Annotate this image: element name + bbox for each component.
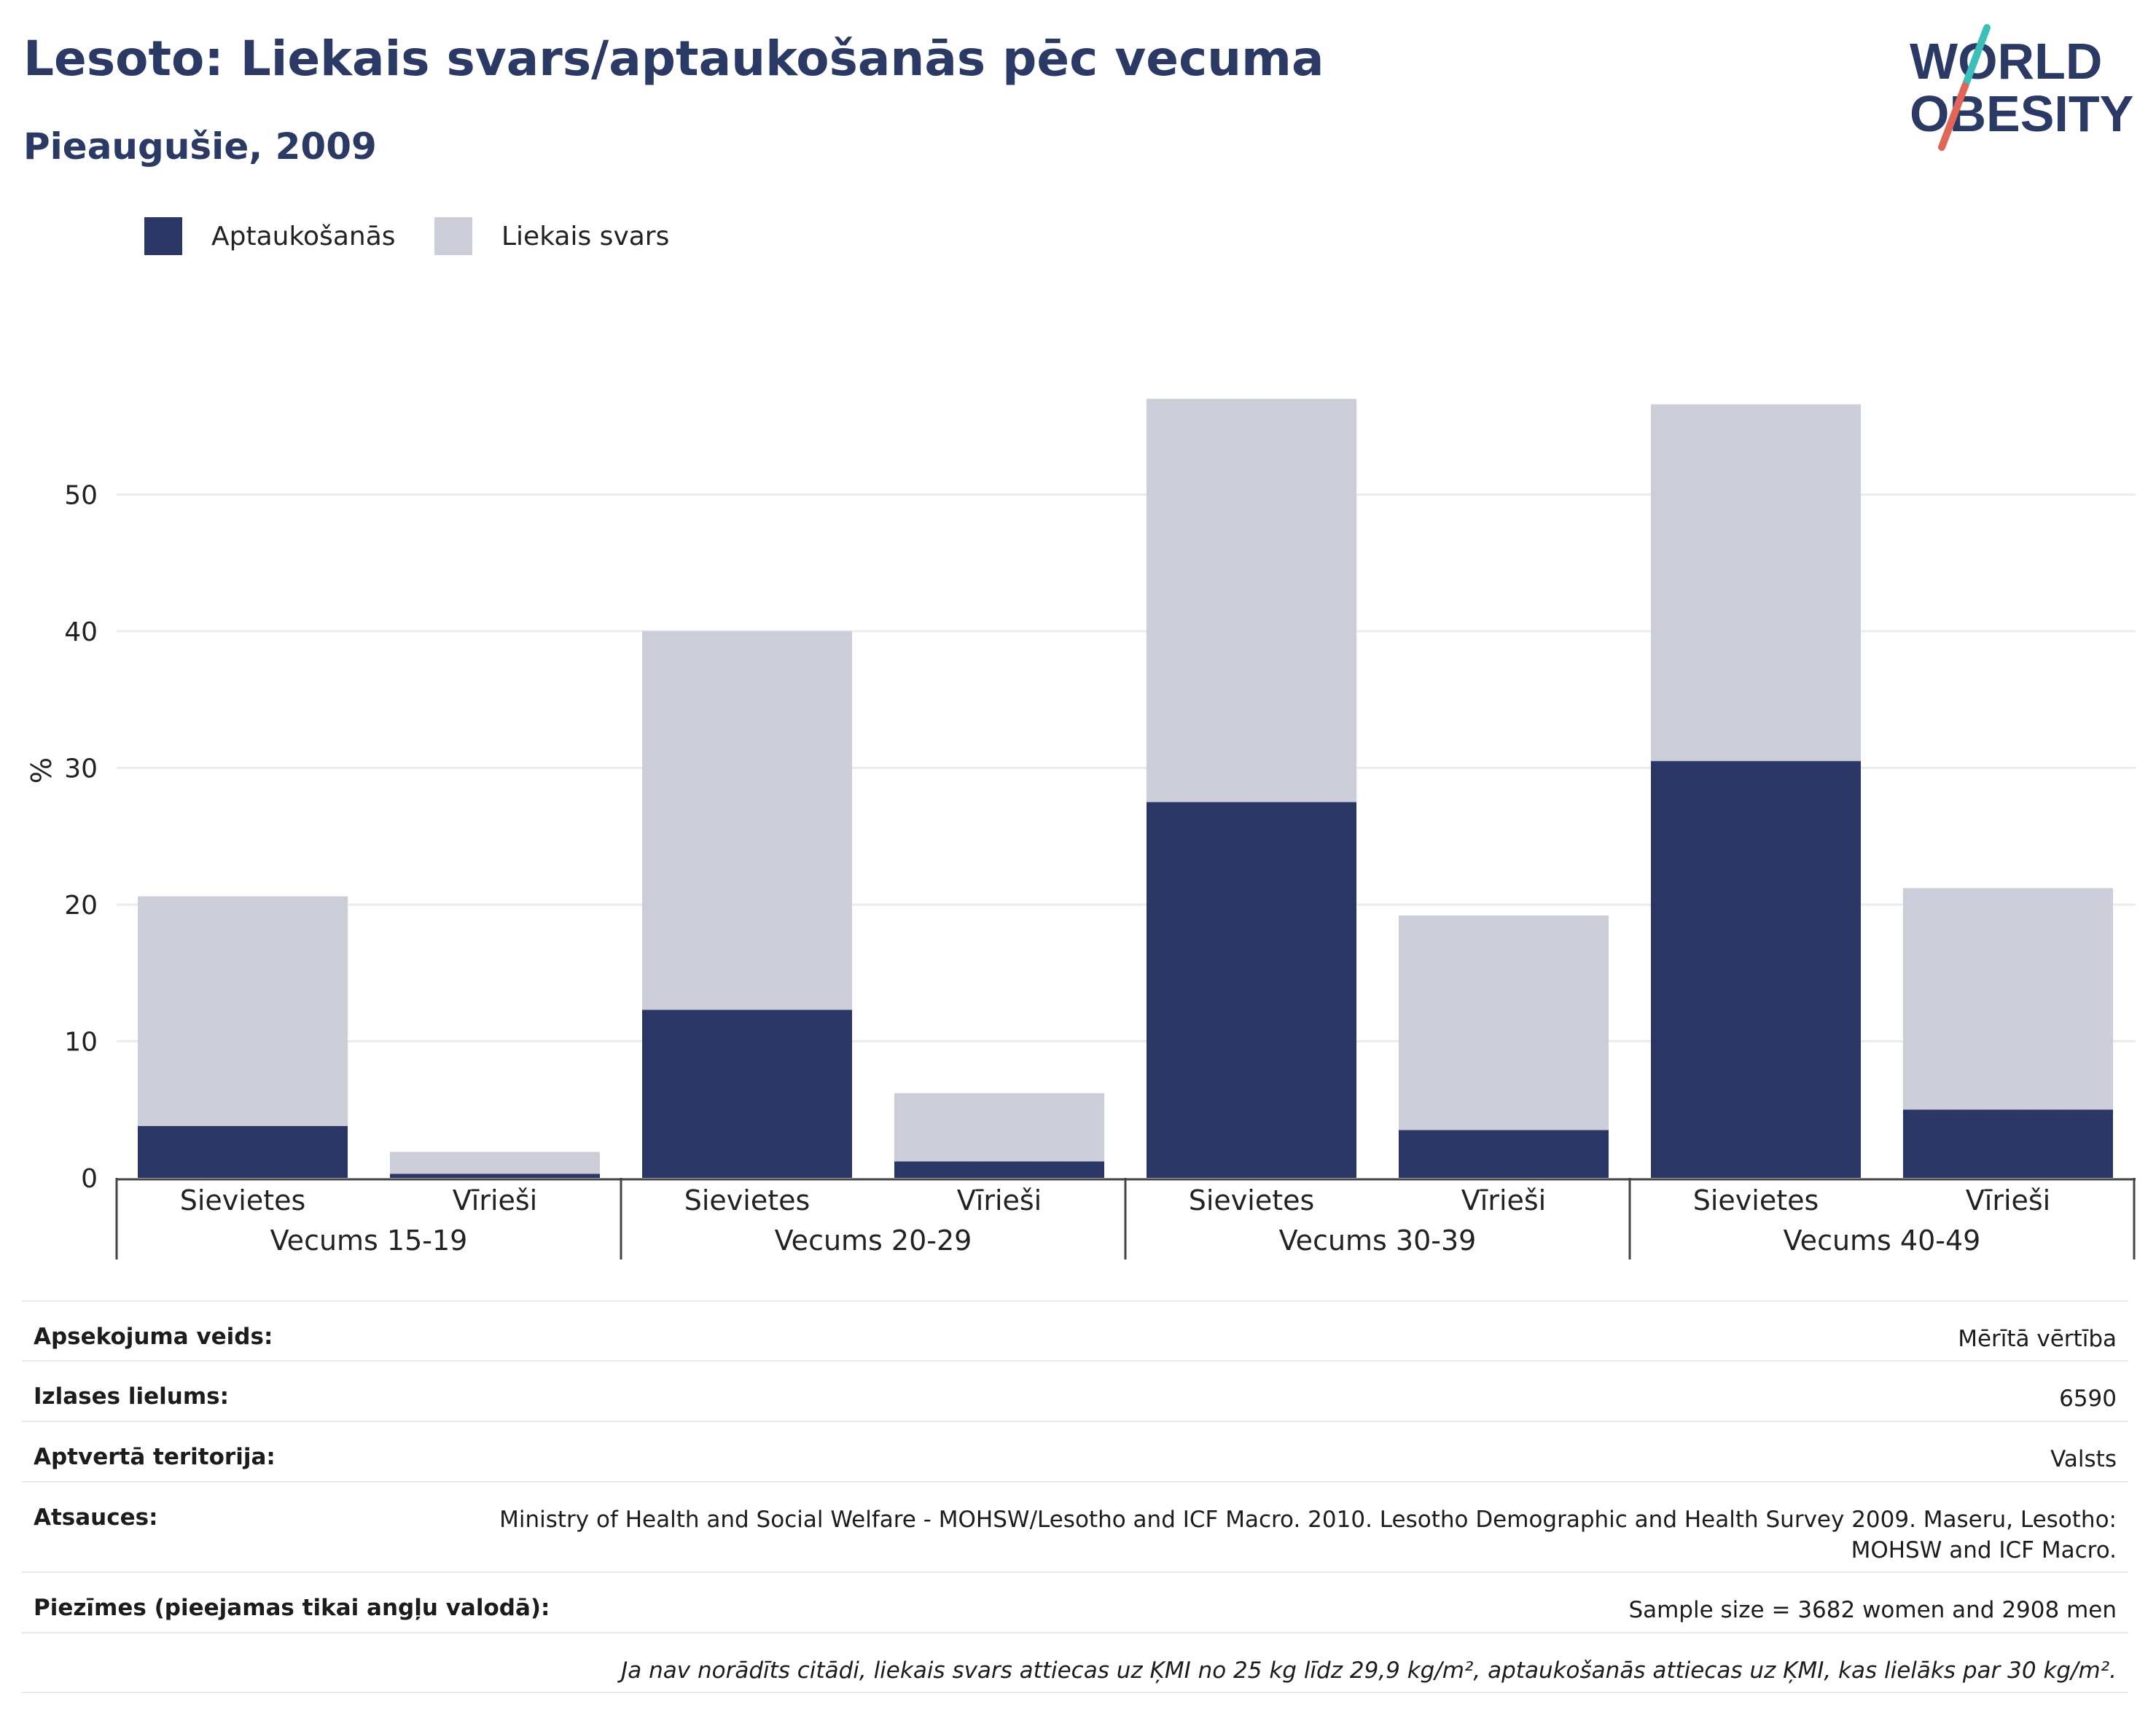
legend-swatch-obesity	[144, 217, 182, 255]
y-tick-label: 40	[64, 617, 98, 647]
x-category-label: Sievietes	[1189, 1184, 1315, 1216]
x-category-label: Sievietes	[180, 1184, 306, 1216]
bar-obesity	[1399, 1130, 1609, 1178]
info-label: Atsauces:	[34, 1504, 158, 1531]
y-axis-label: %	[26, 757, 58, 784]
bar-obesity	[642, 1009, 852, 1178]
info-value: Mērītā vērtība	[1958, 1326, 2117, 1352]
x-group-label: Vecums 20-29	[775, 1225, 972, 1257]
footnote: Ja nav norādīts citādi, liekais svars at…	[621, 1657, 2117, 1684]
y-tick-label: 10	[64, 1028, 98, 1058]
bar-overweight	[1147, 399, 1356, 802]
info-row-survey-type: Apsekojuma veids: Mērītā vērtība	[22, 1300, 2128, 1360]
world-obesity-logo: WORLD OBESITY	[1910, 24, 2133, 151]
info-row-footnote: Ja nav norādīts citādi, liekais svars at…	[22, 1632, 2128, 1693]
y-tick-label: 50	[64, 481, 98, 511]
info-label: Piezīmes (pieejamas tikai angļu valodā):	[34, 1595, 550, 1621]
survey-info-table: Apsekojuma veids: Mērītā vērtība Izlases…	[22, 1300, 2128, 1693]
legend-label-obesity: Aptaukošanās	[211, 221, 396, 251]
x-category-label: Vīrieši	[1966, 1184, 2050, 1216]
info-row-notes: Piezīmes (pieejamas tikai angļu valodā):…	[22, 1571, 2128, 1632]
y-tick-label: 30	[64, 754, 98, 784]
x-category-label: Sievietes	[684, 1184, 811, 1216]
x-group-label: Vecums 15-19	[270, 1225, 468, 1257]
bar-obesity	[894, 1161, 1104, 1178]
legend-swatch-overweight	[434, 217, 472, 255]
bar-obesity	[390, 1173, 600, 1178]
info-value: Ministry of Health and Social Welfare - …	[499, 1507, 2117, 1563]
info-row-references: Atsauces: Ministry of Health and Social …	[22, 1481, 2128, 1571]
y-tick-label: 0	[81, 1164, 98, 1194]
bar-obesity	[1147, 802, 1356, 1178]
page-subtitle: Pieaugušie, 2009	[23, 125, 377, 168]
bar-overweight	[894, 1093, 1104, 1162]
info-label: Apsekojuma veids:	[34, 1324, 273, 1350]
legend-label-overweight: Liekais svars	[501, 221, 670, 251]
bar-overweight	[390, 1152, 600, 1174]
info-label: Izlases lielums:	[34, 1383, 229, 1410]
x-group-label: Vecums 40-49	[1784, 1225, 1981, 1257]
info-value: 6590	[2059, 1386, 2117, 1412]
info-label: Aptvertā teritorija:	[34, 1444, 276, 1470]
stacked-bar-chart: 0 10 20 30 40 50% Sievietes Vīrieši Sievietes Vīr…	[26, 399, 2136, 1260]
y-tick-label: 20	[64, 891, 98, 921]
logo-slash-bottom-icon	[1938, 82, 1969, 151]
page-title: Lesoto: Liekais svars/aptaukošanās pēc v…	[23, 31, 1324, 87]
bar-obesity	[1651, 761, 1861, 1178]
bar-overweight	[1651, 404, 1861, 762]
legend-item-obesity[interactable]: Aptaukošanās	[144, 216, 396, 257]
logo-line-1: WORLD	[1910, 33, 2102, 90]
x-category-label: Vīrieši	[1461, 1184, 1546, 1216]
x-category-label: Vīrieši	[453, 1184, 537, 1216]
legend-item-overweight[interactable]: Liekais svars	[434, 216, 669, 257]
info-value: Valsts	[2050, 1446, 2117, 1472]
info-row-coverage: Aptvertā teritorija: Valsts	[22, 1421, 2128, 1481]
x-category-label: Sievietes	[1693, 1184, 1819, 1216]
x-category-label: Vīrieši	[957, 1184, 1042, 1216]
x-group-label: Vecums 30-39	[1279, 1225, 1477, 1257]
info-row-sample-size: Izlases lielums: 6590	[22, 1360, 2128, 1421]
bar-overweight	[1903, 888, 2113, 1110]
bar-overweight	[1399, 915, 1609, 1130]
bar-obesity	[1903, 1109, 2113, 1178]
info-value: Sample size = 3682 women and 2908 men	[1628, 1597, 2117, 1623]
logo-slash-top-icon	[1961, 24, 1991, 90]
bar-obesity	[138, 1125, 348, 1178]
bar-overweight	[138, 896, 348, 1126]
bar-overweight	[642, 631, 852, 1010]
